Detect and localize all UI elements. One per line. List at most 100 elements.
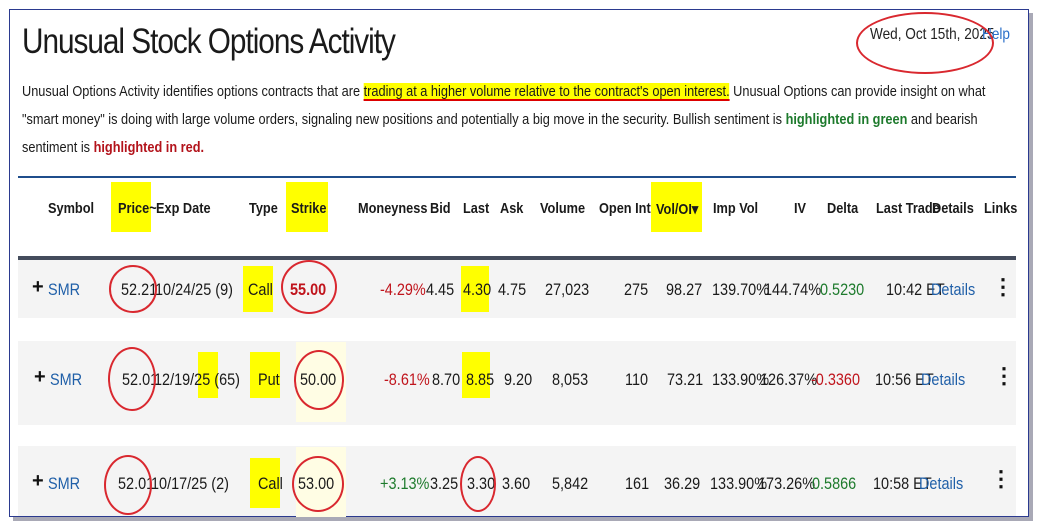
imp-vol-cell: 139.70% xyxy=(712,280,770,299)
bid-cell: 8.70 xyxy=(432,370,461,389)
details-link[interactable]: Details xyxy=(921,370,966,389)
column-header-iv[interactable]: IV xyxy=(794,200,807,217)
column-header-type[interactable]: Type xyxy=(249,200,278,217)
description-text: and bearish sentiment is xyxy=(22,111,978,156)
exp-date-text: ) xyxy=(235,370,240,389)
description-text: Unusual Options can provide insight on w… xyxy=(22,83,986,128)
bearish-legend: highlighted in red. xyxy=(93,139,205,156)
table-row[interactable] xyxy=(18,341,1016,425)
vol-oi-label: Vol/OI xyxy=(656,201,692,218)
details-link[interactable]: Details xyxy=(919,474,964,493)
imp-vol-cell: 133.90% xyxy=(712,370,770,389)
vol-oi-cell: 36.29 xyxy=(664,474,701,493)
last-trade-cell: 10:42 ET xyxy=(886,280,945,299)
delta-cell: 0.5866 xyxy=(812,474,857,493)
ask-cell: 4.75 xyxy=(498,280,527,299)
table-row[interactable] xyxy=(18,260,1016,318)
symbol-link[interactable]: SMR xyxy=(48,280,81,299)
details-link[interactable]: Details xyxy=(931,280,976,299)
strike-annotation-circle xyxy=(281,260,337,314)
volume-cell: 8,053 xyxy=(552,370,589,389)
last-trade-cell: 10:56 ET xyxy=(875,370,934,389)
iv-cell: 144.74% xyxy=(764,280,822,299)
symbol-link[interactable]: SMR xyxy=(50,370,83,389)
more-options-icon[interactable]: ⋮ xyxy=(990,466,1012,491)
open-int-cell: 161 xyxy=(625,474,650,493)
price-annotation-circle xyxy=(109,265,157,313)
delta-cell: -0.3360 xyxy=(811,370,861,389)
column-header-links[interactable]: Links xyxy=(984,200,1018,217)
strike-annotation-circle xyxy=(294,350,344,410)
volume-cell: 5,842 xyxy=(552,474,589,493)
more-options-icon[interactable]: ⋮ xyxy=(992,274,1014,299)
type-highlight xyxy=(243,266,273,312)
column-header-exp-date[interactable]: Exp Date xyxy=(156,200,211,217)
vol-oi-cell: 98.27 xyxy=(666,280,703,299)
open-int-cell: 110 xyxy=(625,370,649,389)
column-header-bid[interactable]: Bid xyxy=(430,200,451,217)
column-header-strike[interactable]: Strike xyxy=(291,200,327,217)
page-title: Unusual Stock Options Activity xyxy=(22,22,396,61)
imp-vol-cell: 133.90% xyxy=(710,474,768,493)
iv-cell: 126.37% xyxy=(760,370,818,389)
strike-annotation-circle xyxy=(292,456,344,512)
table-header xyxy=(18,178,1016,258)
expand-row-icon[interactable]: + xyxy=(34,366,46,388)
bullish-legend: highlighted in green xyxy=(785,111,908,128)
column-header-details[interactable]: Details xyxy=(932,200,974,217)
moneyness-cell: -8.61% xyxy=(384,370,430,389)
table-row[interactable] xyxy=(18,446,1016,516)
exp-date-text: 12/19/25 ( xyxy=(154,370,220,389)
column-header-symbol[interactable]: Symbol xyxy=(48,200,95,217)
column-header-imp-vol[interactable]: Imp Vol xyxy=(713,200,759,217)
type-highlight xyxy=(250,458,280,508)
moneyness-cell: -4.29% xyxy=(380,280,426,299)
vol-oi-cell: 73.21 xyxy=(667,370,704,389)
sort-desc-icon: ▾ xyxy=(691,201,699,218)
volume-cell: 27,023 xyxy=(545,280,590,299)
column-header-open-int[interactable]: Open Int xyxy=(599,200,651,217)
type-cell: Call xyxy=(248,280,273,299)
date-annotation-circle xyxy=(856,12,994,74)
description-text: Unusual Options Activity identifies opti… xyxy=(22,83,364,100)
page-description: Unusual Options Activity identifies opti… xyxy=(22,78,1008,162)
price-annotation-circle xyxy=(104,455,152,515)
bid-cell: 4.45 xyxy=(426,280,455,299)
volume-oi-header-highlight xyxy=(651,182,702,232)
column-header-volume[interactable]: Volume xyxy=(540,200,586,217)
last-trade-cell: 10:58 ET xyxy=(873,474,932,493)
price-header-highlight xyxy=(111,182,151,232)
column-header-moneyness[interactable]: Moneyness xyxy=(358,200,428,217)
header-separator xyxy=(18,256,1016,260)
description-highlight: trading at a higher volume relative to t… xyxy=(363,83,730,100)
last-highlight xyxy=(462,352,490,398)
column-header-price[interactable]: Price~ xyxy=(118,200,157,217)
column-header-vol-oi[interactable]: Vol/OI▾ xyxy=(656,200,698,218)
column-header-ask[interactable]: Ask xyxy=(500,200,524,217)
type-cell: Call xyxy=(258,474,283,493)
symbol-link[interactable]: SMR xyxy=(48,474,81,493)
exp-date-cell: 10/24/25 (9) xyxy=(155,280,233,299)
column-header-delta[interactable]: Delta xyxy=(827,200,859,217)
bid-cell: 3.25 xyxy=(430,474,459,493)
exp-days-text: 65 xyxy=(219,370,236,389)
last-annotation-circle xyxy=(460,456,496,512)
price-annotation-circle xyxy=(108,347,156,411)
ask-cell: 9.20 xyxy=(504,370,533,389)
table-top-border xyxy=(18,176,1016,178)
last-highlight xyxy=(461,266,489,312)
exp-days-highlight xyxy=(198,352,218,398)
open-int-cell: 275 xyxy=(624,280,649,299)
column-header-last-trade[interactable]: Last Trade xyxy=(876,200,940,217)
delta-cell: 0.5230 xyxy=(820,280,865,299)
strike-header-highlight xyxy=(286,182,328,232)
iv-cell: 173.26% xyxy=(758,474,816,493)
type-cell: Put xyxy=(258,370,280,389)
expand-row-icon[interactable]: + xyxy=(32,276,44,298)
ask-cell: 3.60 xyxy=(502,474,531,493)
more-options-icon[interactable]: ⋮ xyxy=(993,363,1015,388)
expand-row-icon[interactable]: + xyxy=(32,470,44,492)
last-cell: 8.85 xyxy=(466,370,495,389)
column-header-last[interactable]: Last xyxy=(463,200,490,217)
moneyness-cell: +3.13% xyxy=(380,474,430,493)
